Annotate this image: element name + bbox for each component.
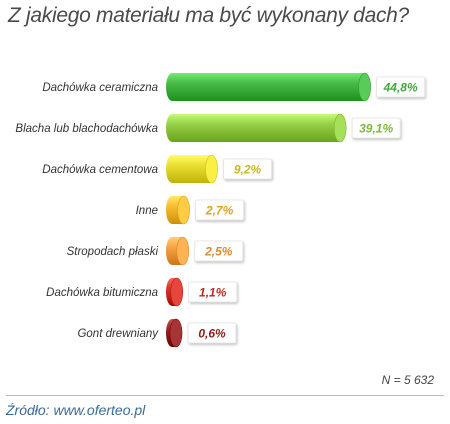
value-label: 2,7% — [205, 204, 234, 218]
bar-left-cap — [166, 114, 178, 142]
bar-end-face — [358, 72, 371, 102]
value-label: 44,8% — [383, 81, 418, 95]
category-label: Blacha lub blachodachówka — [15, 123, 158, 135]
value-label-box — [187, 322, 237, 344]
bar-end-face — [333, 113, 347, 143]
bar-left-cap — [166, 73, 178, 101]
value-label-box — [376, 76, 426, 98]
bar-end-face — [176, 236, 190, 266]
value-label: 9,2% — [234, 163, 262, 177]
bar-end-face — [170, 277, 184, 307]
chart-title: Z jakiego materiału ma być wykonany dach… — [8, 4, 409, 27]
bar-end-face — [205, 154, 218, 184]
bar-left-cap — [166, 155, 178, 183]
source-text: Źródło: www.oferteo.pl — [6, 402, 146, 418]
category-label: Inne — [136, 205, 158, 217]
category-label: Dachówka bitumiczna — [46, 287, 158, 299]
sample-size: N = 5 632 — [381, 373, 434, 387]
bar-left-cap — [166, 237, 178, 265]
category-label: Dachówka cementowa — [42, 164, 158, 176]
bar-left-cap — [166, 196, 178, 224]
bar — [172, 114, 341, 142]
value-label: 39,1% — [359, 122, 393, 136]
value-label-box — [223, 158, 272, 180]
bar — [172, 73, 365, 101]
value-label-box — [188, 281, 238, 303]
value-label: 0,6% — [198, 327, 226, 341]
category-label: Dachówka ceramiczna — [42, 82, 158, 94]
source-divider — [6, 395, 444, 396]
bar-end-face — [177, 195, 190, 225]
category-label: Gont drewniany — [77, 328, 159, 340]
bar-end-face — [169, 318, 183, 348]
category-label: Stropodach płaski — [67, 246, 159, 258]
value-label-box — [195, 199, 245, 221]
bar — [172, 155, 212, 183]
value-label: 2,5% — [204, 245, 233, 259]
value-label-box — [351, 117, 401, 139]
value-label: 1,1% — [199, 286, 227, 300]
value-label-box — [194, 240, 244, 262]
